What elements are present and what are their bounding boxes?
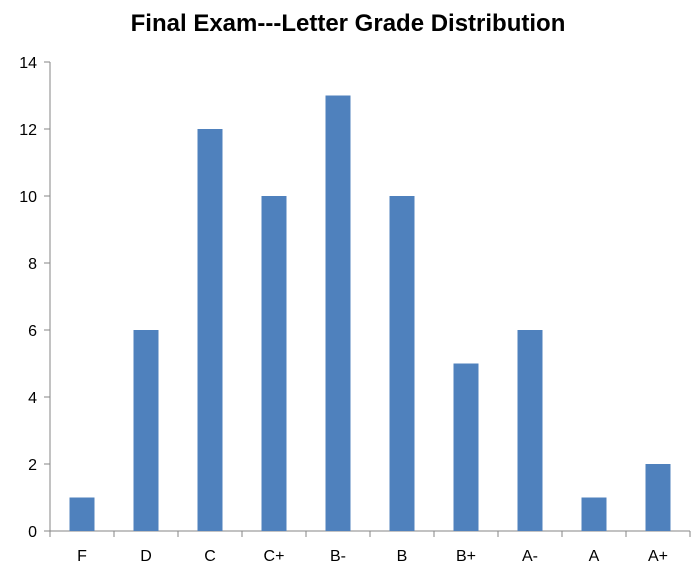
x-tick-label: B [397,548,408,565]
x-tick-label: F [77,548,87,565]
bar-F [69,497,95,531]
bar-B [389,196,415,531]
bar-C [197,129,223,531]
bar-C+ [261,196,287,531]
x-tick-label: A- [522,548,538,565]
x-tick-label: A+ [648,548,668,565]
x-tick-label: A [589,548,600,565]
x-tick-label: B+ [456,548,476,565]
y-tick-label: 2 [28,457,37,474]
x-tick-label: D [140,548,152,565]
y-tick-label: 4 [28,390,37,407]
y-tick-label: 0 [28,524,37,541]
x-tick-labels: F D C C+ B- B B+ A- A A+ [77,548,668,565]
y-tick-label: 14 [19,55,37,72]
bars [69,95,671,531]
bar-A- [517,330,543,531]
x-tick-label: C [204,548,216,565]
y-tick-label: 12 [19,122,37,139]
x-tick-label: C+ [264,548,285,565]
chart-title: Final Exam---Letter Grade Distribution [131,10,566,37]
y-tick-label: 6 [28,323,37,340]
bar-A [581,497,607,531]
x-tick-label: B- [330,548,346,565]
y-tick-label: 10 [19,189,37,206]
bar-B- [325,95,351,531]
y-tick-labels: 0 2 4 6 8 10 12 14 [19,55,37,541]
bar-A+ [645,464,671,531]
bar-D [133,330,159,531]
bar-B+ [453,363,479,531]
y-tick-label: 8 [28,256,37,273]
